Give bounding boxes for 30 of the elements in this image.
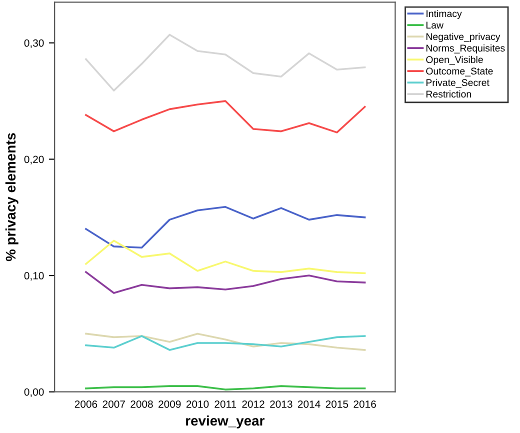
- legend-label: Norms_Requisites: [426, 44, 505, 54]
- y-axis-title: % privacy elements: [5, 133, 18, 262]
- x-tick-label: 2006: [74, 400, 98, 408]
- legend-label: Negative_privacy: [426, 32, 500, 42]
- y-tick-label: 0,00: [24, 388, 44, 397]
- legend-label: Private_Secret: [426, 78, 490, 88]
- legend-label: Intimacy: [426, 10, 462, 20]
- x-tick-label: 2007: [102, 400, 125, 408]
- x-tick-label: 2010: [186, 400, 209, 408]
- legend-label: Law: [426, 22, 444, 29]
- legend-label: Open_Visible: [426, 56, 483, 65]
- line-series: [85, 206, 366, 249]
- y-tick-label: 0,20: [24, 156, 44, 164]
- x-tick-label: 2013: [270, 400, 292, 408]
- x-tick-label: 2016: [354, 400, 376, 408]
- x-tick-label: 2011: [214, 400, 236, 408]
- legend-label: Outcome_State: [426, 68, 493, 76]
- line-series: [85, 100, 366, 134]
- y-tick-label: 0,30: [24, 39, 44, 48]
- y-tick-label: 0,10: [24, 272, 44, 281]
- x-axis-title: review_year: [186, 415, 264, 428]
- line-series: [85, 34, 366, 92]
- line-series: [85, 271, 366, 294]
- x-tick-label: 2015: [326, 400, 348, 408]
- x-tick-label: 2012: [242, 400, 264, 408]
- legend-label: Restriction: [426, 90, 471, 98]
- x-tick-label: 2009: [158, 400, 181, 408]
- line-series: [85, 240, 366, 274]
- x-tick-label: 2008: [130, 400, 153, 408]
- x-tick-label: 2014: [298, 400, 320, 408]
